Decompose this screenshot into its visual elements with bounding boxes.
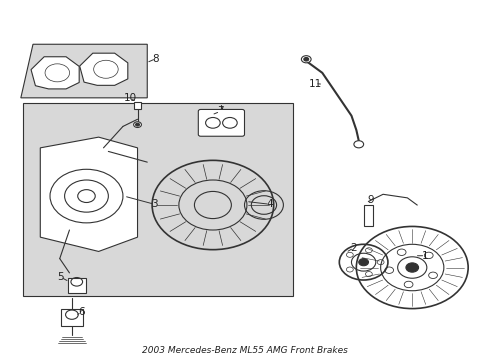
- Polygon shape: [21, 44, 147, 98]
- Text: 8: 8: [152, 54, 159, 64]
- Circle shape: [301, 56, 310, 63]
- Circle shape: [78, 190, 95, 203]
- Text: 9: 9: [367, 195, 373, 204]
- Text: 11: 11: [308, 78, 321, 89]
- Text: 6: 6: [78, 307, 85, 317]
- Text: 3: 3: [151, 199, 158, 209]
- Bar: [363, 205, 372, 226]
- Circle shape: [133, 122, 141, 127]
- Text: 7: 7: [217, 107, 223, 116]
- Text: 5: 5: [57, 272, 64, 282]
- Text: 4: 4: [266, 199, 272, 209]
- Polygon shape: [80, 53, 127, 85]
- FancyBboxPatch shape: [198, 109, 244, 136]
- Text: 10: 10: [123, 93, 137, 103]
- Circle shape: [303, 58, 308, 61]
- Circle shape: [405, 263, 418, 272]
- Circle shape: [358, 258, 368, 266]
- Circle shape: [135, 123, 139, 126]
- Polygon shape: [23, 103, 292, 296]
- Text: 1: 1: [421, 251, 428, 261]
- Bar: [61, 309, 82, 327]
- Text: 2003 Mercedes-Benz ML55 AMG Front Brakes: 2003 Mercedes-Benz ML55 AMG Front Brakes: [141, 346, 347, 355]
- Bar: [68, 278, 85, 293]
- Polygon shape: [40, 137, 137, 251]
- Polygon shape: [31, 57, 79, 89]
- Bar: [133, 102, 141, 109]
- Text: 2: 2: [350, 243, 356, 253]
- Circle shape: [353, 141, 363, 148]
